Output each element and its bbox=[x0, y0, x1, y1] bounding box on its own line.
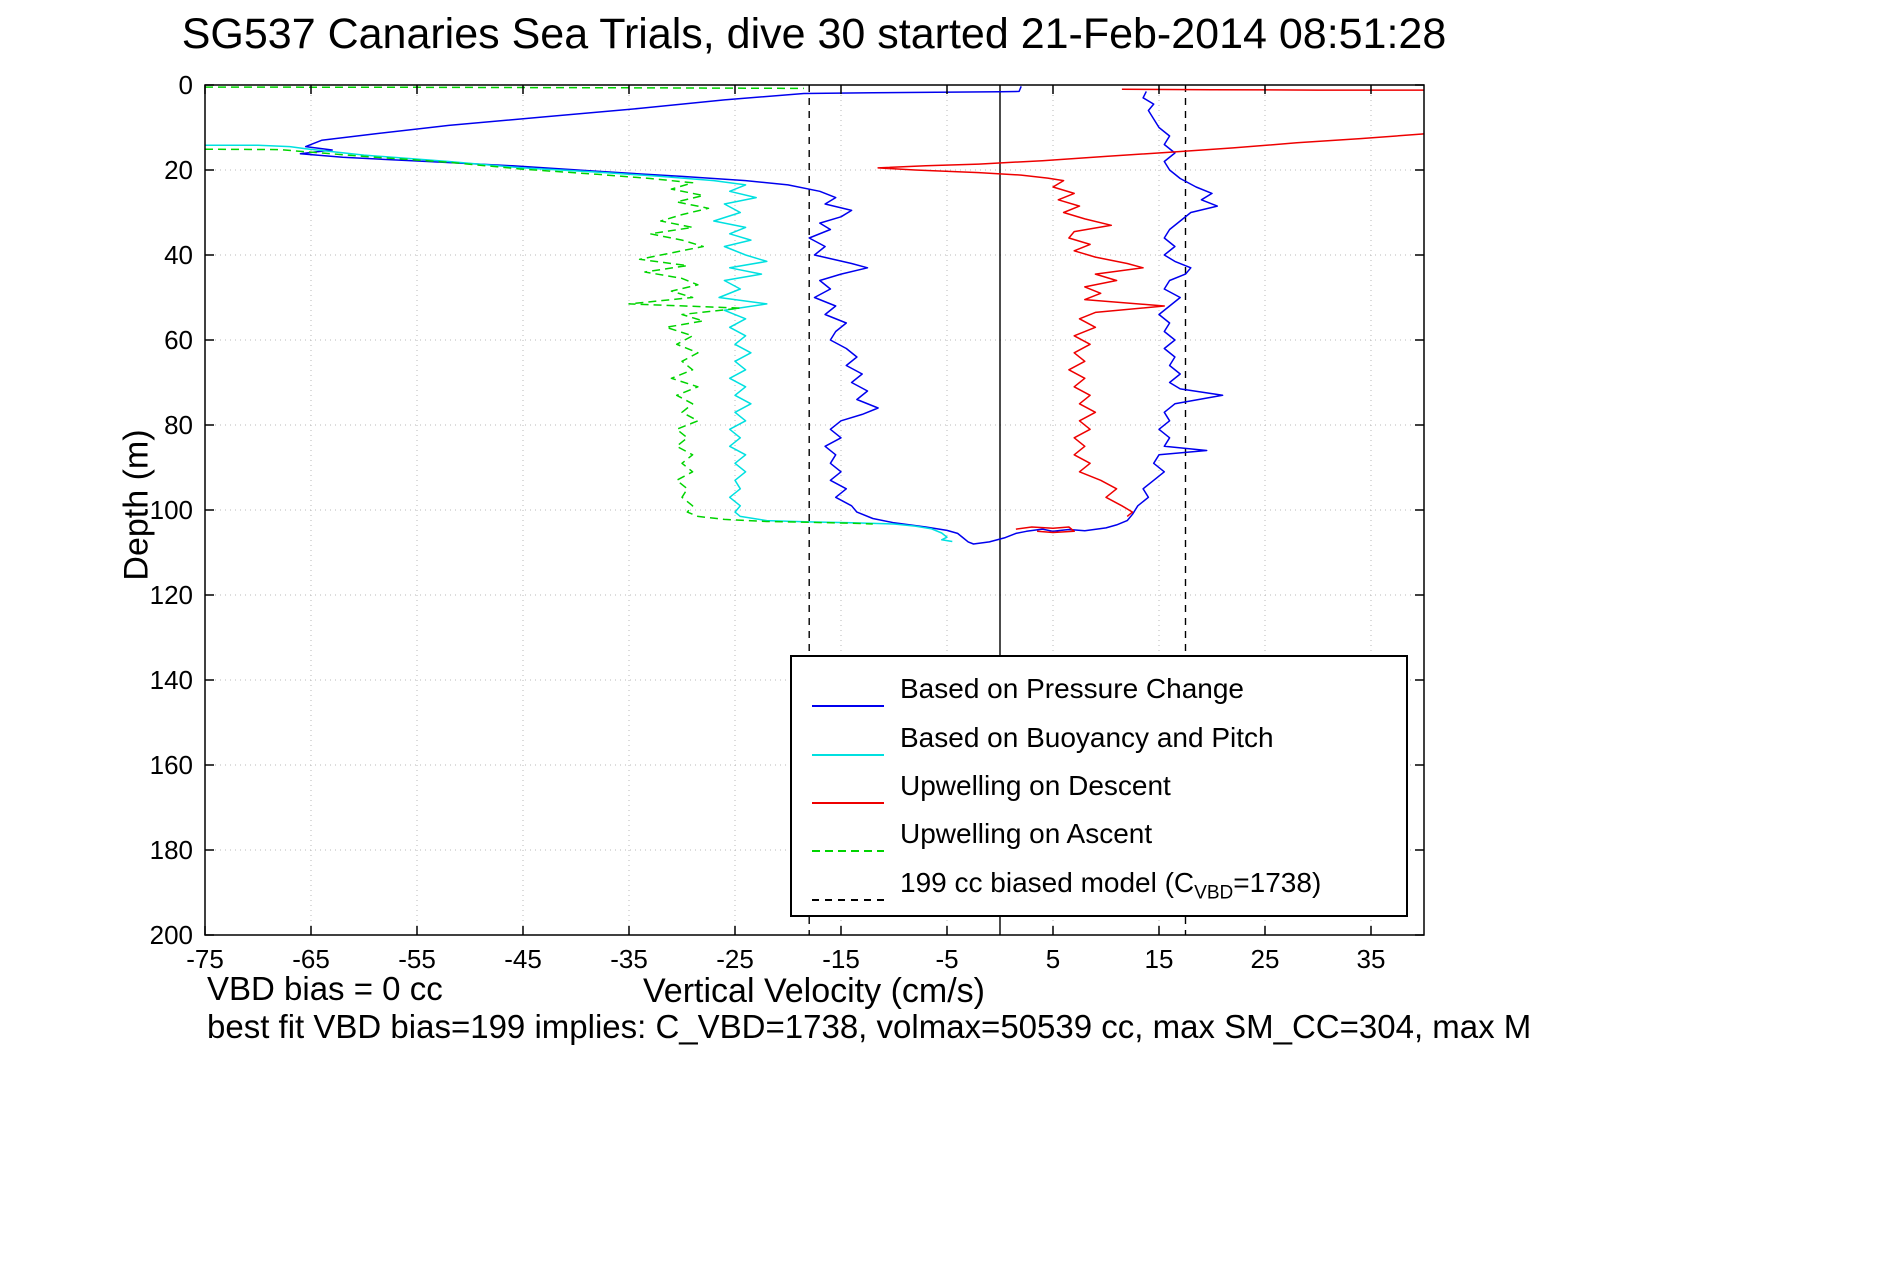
y-tick-label: 0 bbox=[179, 70, 193, 100]
x-tick-label: -15 bbox=[822, 944, 860, 974]
x-axis-label: Vertical Velocity (cm/s) bbox=[643, 972, 985, 1010]
legend-label-pressure: Based on Pressure Change bbox=[900, 673, 1244, 705]
legend-item-upwelling-ascent: Upwelling on Ascent bbox=[812, 818, 1400, 853]
legend-line-upwelling-descent bbox=[812, 782, 884, 804]
y-tick-label: 40 bbox=[164, 240, 193, 270]
legend-item-pressure: Based on Pressure Change bbox=[812, 673, 1400, 708]
annotation-vbd-bias: VBD bias = 0 cc bbox=[207, 970, 443, 1007]
legend-line-pressure bbox=[812, 685, 884, 708]
x-tick-label: -75 bbox=[186, 944, 224, 974]
y-tick-label: 100 bbox=[150, 495, 193, 525]
series-upwelling_ascent bbox=[204, 86, 804, 90]
x-tick-label: -5 bbox=[935, 944, 958, 974]
legend-line-biased-model bbox=[812, 879, 884, 901]
series-pressure bbox=[299, 86, 1224, 545]
legend-label-biased-model: 199 cc biased model (CVBD=1738) bbox=[900, 866, 1322, 904]
chart-title: SG537 Canaries Sea Trials, dive 30 start… bbox=[181, 10, 1447, 58]
y-tick-label: 140 bbox=[150, 665, 193, 695]
series-buoyancy bbox=[205, 144, 953, 543]
legend: Based on Pressure Change Based on Buoyan… bbox=[790, 655, 1408, 917]
legend-item-buoyancy: Based on Buoyancy and Pitch bbox=[812, 721, 1400, 756]
x-tick-label: -55 bbox=[398, 944, 436, 974]
x-tick-label: -45 bbox=[504, 944, 542, 974]
x-tick-label: -25 bbox=[716, 944, 754, 974]
x-tick-label: -65 bbox=[292, 944, 330, 974]
legend-label-upwelling-descent: Upwelling on Descent bbox=[900, 769, 1171, 801]
series-upwelling_ascent bbox=[204, 148, 873, 525]
series-upwelling_descent bbox=[1121, 88, 1424, 91]
y-tick-label: 180 bbox=[150, 835, 193, 865]
x-tick-label: 35 bbox=[1357, 944, 1386, 974]
legend-item-biased-model: 199 cc biased model (CVBD=1738) bbox=[812, 866, 1400, 904]
x-tick-label: 15 bbox=[1145, 944, 1174, 974]
legend-label-upwelling-ascent: Upwelling on Ascent bbox=[900, 818, 1153, 850]
legend-item-upwelling-descent: Upwelling on Descent bbox=[812, 769, 1400, 804]
y-tick-label: 20 bbox=[164, 155, 193, 185]
legend-line-upwelling-ascent bbox=[812, 830, 884, 853]
y-tick-label: 80 bbox=[164, 410, 193, 440]
annotation-best-fit: best fit VBD bias=199 implies: C_VBD=173… bbox=[207, 1008, 1532, 1045]
x-tick-label: 5 bbox=[1046, 944, 1060, 974]
x-tick-label: -35 bbox=[610, 944, 648, 974]
y-tick-label: 160 bbox=[150, 750, 193, 780]
legend-line-buoyancy bbox=[812, 734, 884, 756]
y-tick-label: 60 bbox=[164, 325, 193, 355]
y-tick-label: 120 bbox=[150, 580, 193, 610]
legend-label-buoyancy: Based on Buoyancy and Pitch bbox=[900, 721, 1274, 753]
series-upwelling_descent bbox=[877, 133, 1425, 517]
x-tick-label: 25 bbox=[1251, 944, 1280, 974]
series-upwelling_descent bbox=[1015, 526, 1075, 534]
y-tick-label: 200 bbox=[150, 920, 193, 950]
